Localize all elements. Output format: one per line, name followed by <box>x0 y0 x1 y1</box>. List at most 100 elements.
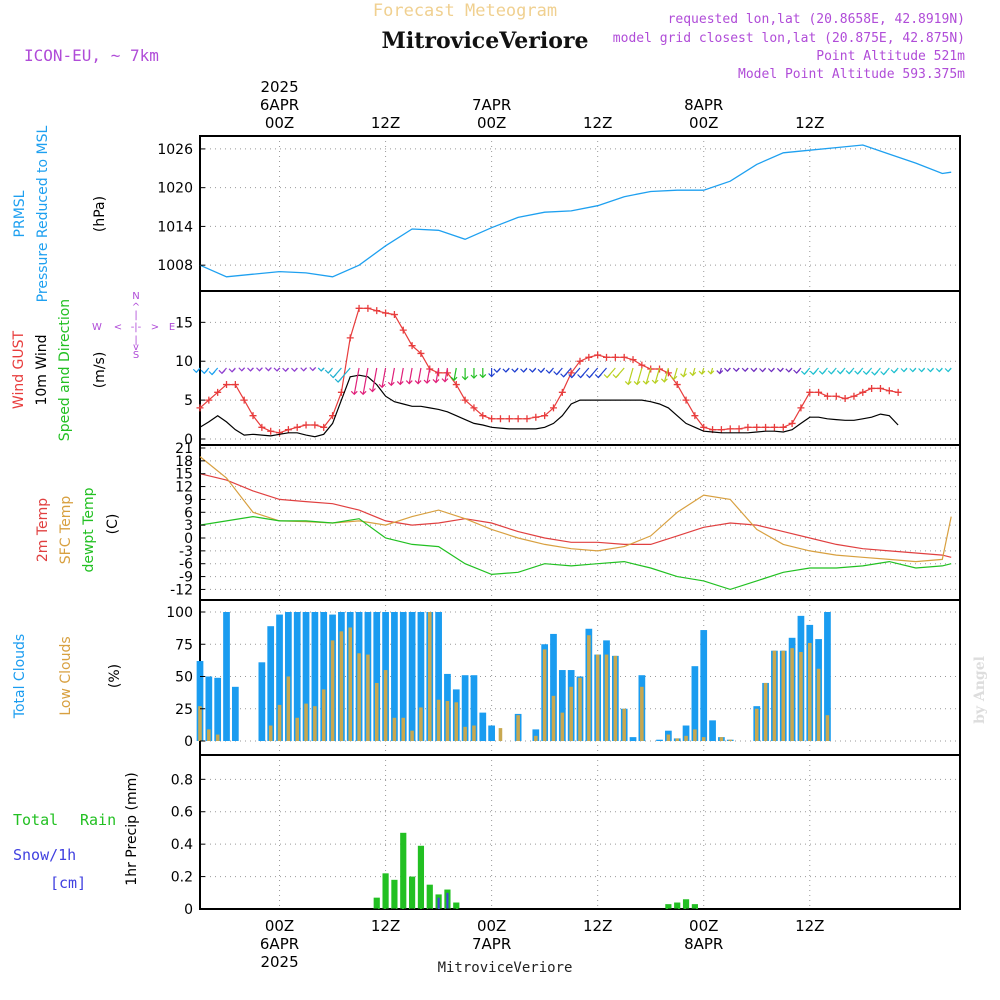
y-tick-label: 18 <box>175 454 193 470</box>
bottom-axis-label: 12Z <box>583 917 612 935</box>
gust-marker <box>638 361 646 369</box>
wind-arrow-head <box>651 379 659 385</box>
gust-marker <box>691 412 699 420</box>
top-axis-label: 6APR <box>260 96 299 114</box>
total-cloud-bar <box>691 666 699 741</box>
pressure-line <box>199 144 952 278</box>
wind-arrow-head <box>845 370 853 375</box>
gust-marker <box>620 353 628 361</box>
precip-cm-label: [cm] <box>50 874 86 892</box>
gust-marker <box>788 419 796 427</box>
gust-marker <box>726 425 734 433</box>
low-cloud-bar <box>551 695 556 741</box>
wind-arrow-head <box>309 367 317 372</box>
wind-arrow-head <box>818 370 826 375</box>
prmsl-label: PRMSL <box>12 190 28 237</box>
wind-arrow-head <box>680 373 687 378</box>
gust-marker <box>682 396 690 404</box>
low-cloud-bar <box>799 651 803 741</box>
low-cloud-bar <box>392 717 397 741</box>
gust-marker <box>452 381 460 389</box>
wind-arrow-head <box>488 373 496 378</box>
wind-labels: Wind GUST 10m Wind Speed and Direction (… <box>11 299 108 441</box>
top-axis-label: 12Z <box>795 114 824 132</box>
total-cloud-bar <box>258 662 266 741</box>
y-axes: 1008101410201026051015-12-9-6-3036912151… <box>157 142 205 918</box>
low-cloud-bar <box>445 701 450 741</box>
pressure-labels: PRMSL Pressure Reduced to MSL (hPa) <box>12 125 108 302</box>
low-cloud-bar <box>348 627 352 741</box>
y-tick-label: 0 <box>184 902 193 918</box>
gust-marker <box>514 415 522 423</box>
low-cloud-bar <box>498 728 503 741</box>
y-tick-label: 0.8 <box>171 772 193 788</box>
gust-marker <box>267 427 275 435</box>
wind-arrow-head <box>793 369 801 374</box>
gust-marker <box>541 412 549 420</box>
gust-marker <box>603 353 611 361</box>
y-tick-label: 0 <box>184 734 193 750</box>
wind-arrow-head <box>208 371 216 376</box>
low-cloud-bar <box>728 739 732 741</box>
footer-title: MitroviceVeriore <box>438 960 573 976</box>
low-cloud-bar <box>719 737 724 741</box>
rain-bar <box>409 876 416 909</box>
wind-arrow-head <box>218 369 226 375</box>
total-cloud-bar <box>709 720 716 741</box>
gust-marker <box>664 369 672 377</box>
wind-arrow <box>426 367 431 384</box>
total-cloud-bar <box>293 612 301 741</box>
wind-arrow-head <box>890 369 898 374</box>
y-tick-label: 100 <box>166 605 193 621</box>
total-cloud-bar <box>311 612 319 741</box>
total-cloud-bar <box>656 739 663 741</box>
gust-marker <box>470 404 478 412</box>
low-cloud-bar <box>808 642 812 741</box>
y-tick-label: 6 <box>184 505 193 521</box>
total-cloud-bar <box>700 630 708 741</box>
wind-arrow-head <box>228 368 236 373</box>
closest-coords: model grid closest lon,lat (20.875E, 42.… <box>613 31 965 46</box>
gust-marker <box>885 387 893 395</box>
low-cloud-bar <box>366 654 370 741</box>
gust-marker <box>850 392 858 400</box>
wind-arrow-head <box>493 368 501 373</box>
total-cloud-bar <box>408 612 416 741</box>
wind-arrow-head <box>560 373 568 378</box>
rain-bar <box>674 902 681 909</box>
wind-arrow-head <box>273 367 281 372</box>
temp-series <box>199 456 952 591</box>
precip-bars <box>200 832 960 910</box>
low-cloud-bar <box>321 689 326 741</box>
wind-arrow-head <box>944 368 952 373</box>
gust-marker <box>558 388 566 396</box>
gust-marker <box>629 356 637 364</box>
wind-arrow-head <box>553 371 561 376</box>
low-cloud-bar <box>595 654 600 741</box>
gust-marker <box>744 423 752 431</box>
wind-arrow-head <box>612 374 620 379</box>
low-cloud-bar <box>816 668 821 741</box>
wind-arrow-head <box>502 368 510 373</box>
gust-marker <box>276 429 284 437</box>
y-tick-label: -12 <box>170 582 193 598</box>
total-cloud-bar <box>417 612 425 741</box>
wind-arrow-head <box>586 374 593 379</box>
wind-arrow-head <box>698 370 706 375</box>
wind-arrow-head <box>767 368 775 373</box>
low-cloud-bar <box>587 635 591 741</box>
low-cloud-bar <box>622 708 626 741</box>
bottom-axis-label: 6APR <box>260 935 299 953</box>
compass-w-label: W <box>92 322 102 333</box>
wind-arrow-head <box>369 388 376 393</box>
low-cloud-bar <box>207 729 211 741</box>
wind-10m-label: 10m Wind <box>34 334 50 405</box>
wind-arrow <box>371 367 378 392</box>
wind-arrow-head <box>511 368 519 373</box>
gust-marker <box>399 326 407 334</box>
gust-marker <box>549 404 557 412</box>
total-cloud-bar <box>320 612 328 741</box>
low-cloud-bar <box>666 734 671 741</box>
rain-bar <box>665 904 672 909</box>
